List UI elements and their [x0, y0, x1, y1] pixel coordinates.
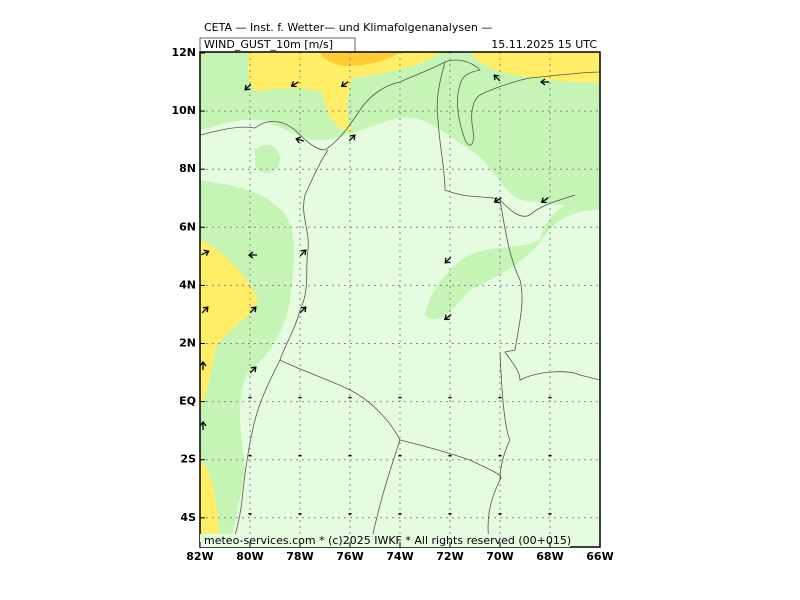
- wind-arrow: [444, 313, 452, 321]
- gust-zone: [255, 144, 280, 174]
- wind-arrow: [200, 420, 207, 430]
- lat-label: 6N: [179, 220, 196, 233]
- wind-arrow: [201, 249, 210, 256]
- wind-arrow: [493, 74, 501, 82]
- datetime: 15.11.2025 15 UTC: [491, 38, 597, 51]
- lon-label: 72W: [436, 550, 463, 563]
- wind-arrow: [299, 306, 307, 314]
- lat-label: 4N: [179, 278, 196, 291]
- gust-zone: [200, 52, 600, 210]
- lon-label: 80W: [236, 550, 263, 563]
- wind-arrow: [493, 197, 502, 204]
- wind-arrow: [201, 306, 209, 314]
- gust-zone: [200, 240, 258, 410]
- gust-zone: [200, 52, 600, 320]
- lat-label: 2S: [180, 453, 196, 466]
- wind-arrow: [348, 134, 356, 142]
- lon-label: 70W: [486, 550, 513, 563]
- wind-arrow: [299, 249, 307, 257]
- coastline: [200, 59, 600, 151]
- lat-label: 12N: [171, 46, 196, 59]
- wind-arrow: [247, 251, 257, 259]
- border: [436, 61, 600, 381]
- wind-arrow: [295, 136, 305, 144]
- lon-label: 78W: [286, 550, 313, 563]
- footer-box: [200, 534, 570, 547]
- gust-zone: [320, 52, 400, 66]
- wind-arrow: [249, 366, 257, 374]
- wind-arrow: [444, 256, 452, 264]
- lat-label: 4S: [180, 511, 196, 524]
- lat-label: EQ: [179, 395, 196, 408]
- wind-arrow: [539, 78, 549, 86]
- lat-label: 2N: [179, 337, 196, 350]
- wind-arrow: [340, 81, 349, 88]
- lat-label: 8N: [179, 162, 196, 175]
- footer: meteo-services.com * (c)2025 IWKF * All …: [204, 534, 571, 547]
- gust-zone: [248, 52, 440, 132]
- wind-arrow: [290, 81, 299, 88]
- wind-arrow: [249, 306, 257, 314]
- lon-label: 76W: [336, 550, 363, 563]
- wind-arrow: [200, 360, 207, 370]
- coastline: [231, 149, 329, 547]
- gust-zone: [200, 460, 220, 547]
- wind-arrow: [244, 83, 252, 91]
- wind-arrow: [540, 197, 549, 204]
- map-title: CETA — Inst. f. Wetter— und Klimafolgena…: [204, 21, 492, 34]
- lon-label: 74W: [386, 550, 413, 563]
- lon-label: 68W: [536, 550, 563, 563]
- gust-zone: [470, 52, 600, 83]
- lat-label: 10N: [171, 104, 196, 117]
- map-area: [199, 51, 601, 548]
- border: [279, 351, 511, 547]
- lon-label: 82W: [186, 550, 213, 563]
- lon-label: 66W: [586, 550, 613, 563]
- field-name: WIND_GUST_10m [m/s]: [204, 38, 333, 51]
